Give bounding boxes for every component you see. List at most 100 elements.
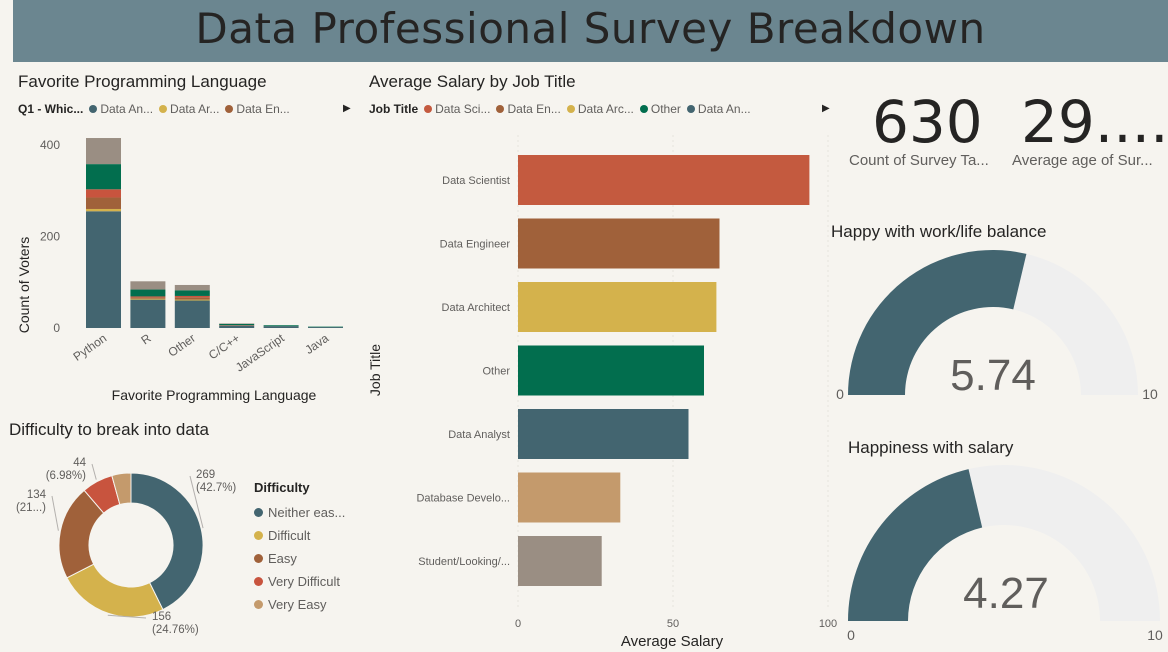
bar-segment	[86, 189, 121, 198]
bar-segment	[130, 297, 166, 299]
salary-chart-title: Average Salary by Job Title	[369, 72, 576, 91]
bar-segment	[219, 323, 255, 324]
kpi-average-age-value: 29....	[1021, 88, 1168, 156]
y-tick-label: Data Analyst	[448, 429, 510, 441]
legend-item[interactable]: Easy	[254, 547, 345, 570]
legend-dot	[566, 105, 575, 113]
legend-item[interactable]: Very Difficult	[254, 570, 345, 593]
legend-item[interactable]: Data Ar...	[159, 102, 219, 116]
donut-pct-label: (21...)	[16, 502, 46, 514]
legend-dot	[254, 577, 263, 586]
donut-value-label: 156	[152, 611, 171, 623]
salary-bar	[518, 345, 704, 396]
bar-segment	[86, 164, 121, 190]
legend-next-arrow-icon[interactable]: ▶	[343, 103, 351, 114]
legend-item-label: Neither eas...	[268, 505, 346, 520]
x-axis-label: Average Salary	[621, 633, 724, 650]
bar-segment	[86, 138, 121, 165]
y-tick-label: Data Architect	[442, 302, 510, 314]
legend-item[interactable]: Neither eas...	[254, 501, 345, 524]
legend-item[interactable]: Other	[639, 102, 681, 116]
x-tick-label: 100	[819, 618, 837, 630]
bar-segment	[174, 300, 210, 328]
salary-bar-chart: Job Title Average Salary 0 50 100 Data Scie…	[367, 135, 837, 650]
donut-value-label: 269	[196, 469, 215, 481]
x-tick-label: Python	[71, 331, 110, 364]
legend-item-label: Data Sci...	[435, 102, 491, 116]
leader-line	[51, 495, 59, 531]
language-chart-legend: Q1 - Whic... Data An... Data Ar... Data …	[18, 102, 296, 116]
bar-segment	[86, 197, 121, 209]
bar-segment	[130, 298, 166, 300]
legend-item-label: Difficult	[268, 528, 311, 543]
bar-segment	[130, 289, 166, 297]
gauge-salary-title: Happiness with salary	[848, 438, 1014, 457]
bar-segment	[219, 323, 255, 326]
legend-item-label: Easy	[268, 551, 297, 566]
y-tick-label: Other	[482, 366, 510, 378]
language-chart-title: Favorite Programming Language	[18, 72, 267, 91]
legend-item-label: Very Easy	[268, 597, 327, 612]
legend-dot	[254, 531, 263, 540]
header-bar: Data Professional Survey Breakdown	[13, 0, 1168, 62]
salary-chart-legend: Job Title Data Sci... Data En... Data Ar…	[369, 102, 757, 116]
leader-line	[107, 614, 147, 619]
gauge-worklife-title: Happy with work/life balance	[831, 222, 1047, 241]
donut-pct-label: (42.7%)	[196, 482, 236, 494]
legend-item-label: Very Difficult	[268, 574, 341, 589]
salary-bar	[518, 282, 717, 332]
legend-dot	[686, 105, 695, 113]
gauge-min-label: 0	[847, 627, 855, 643]
legend-item[interactable]: Data Arc...	[566, 102, 634, 116]
legend-dot	[424, 105, 433, 113]
bar-segment	[174, 290, 210, 296]
salary-bar	[518, 472, 621, 523]
x-tick-label: R	[138, 331, 153, 348]
legend-item-label: Data En...	[507, 102, 561, 116]
legend-item[interactable]: Data En...	[225, 102, 290, 116]
y-axis-label: Count of Voters	[16, 237, 32, 334]
kpi-average-age-label: Average age of Sur...	[1012, 152, 1153, 169]
gauge-min-label: 0	[836, 386, 844, 402]
legend-item-label: Other	[650, 102, 681, 116]
legend-next-arrow-icon[interactable]: ▶	[822, 103, 830, 114]
difficulty-donut-chart: 269(42.7%) 156(24.76%) 134(21...) 44(6.98%)	[16, 457, 236, 636]
legend-item[interactable]: Very Easy	[254, 593, 345, 616]
legend-item[interactable]: Data En...	[496, 102, 561, 116]
bar-segment	[263, 325, 299, 327]
y-tick-label: Student/Looking/...	[418, 556, 510, 568]
y-tick-label: 400	[40, 138, 60, 152]
salary-bar	[518, 536, 602, 586]
gauge-worklife: 0 10 5.74	[836, 250, 1158, 402]
difficulty-legend-title: Difficulty	[254, 480, 310, 495]
legend-item[interactable]: Data An...	[686, 102, 751, 116]
legend-item-label: Data Arc...	[577, 102, 634, 116]
legend-item[interactable]: Data Sci...	[424, 102, 490, 116]
page-title: Data Professional Survey Breakdown	[195, 4, 986, 53]
bar-segment	[174, 297, 210, 300]
donut-pct-label: (6.98%)	[46, 470, 86, 482]
x-tick-label: JavaScript	[233, 331, 287, 375]
legend-dot	[639, 105, 648, 113]
bar-segment	[174, 284, 210, 291]
bar-segment	[130, 299, 166, 328]
legend-item[interactable]: Data An...	[89, 102, 153, 116]
difficulty-legend: Difficulty Neither eas... Difficult Easy…	[254, 480, 345, 616]
salary-bar	[518, 218, 720, 269]
legend-item[interactable]: Difficult	[254, 524, 345, 547]
donut-pct-label: (24.76%)	[152, 624, 199, 636]
y-tick-label: Data Scientist	[442, 175, 510, 187]
salary-bar	[518, 409, 689, 459]
language-bar-chart: Count of Voters Favorite Programming Lan…	[16, 138, 343, 403]
donut-slice	[66, 563, 164, 618]
x-tick-label: 50	[667, 618, 679, 630]
bar-segment	[219, 325, 255, 326]
donut-slice	[130, 472, 204, 611]
gauge-value: 5.74	[950, 351, 1036, 400]
y-tick-label: Data Engineer	[440, 239, 511, 251]
gauge-max-label: 10	[1142, 386, 1158, 402]
x-axis-label: Favorite Programming Language	[112, 387, 317, 403]
salary-legend-label: Job Title	[369, 102, 419, 116]
legend-dot	[254, 600, 263, 609]
gauge-max-label: 10	[1147, 627, 1163, 643]
